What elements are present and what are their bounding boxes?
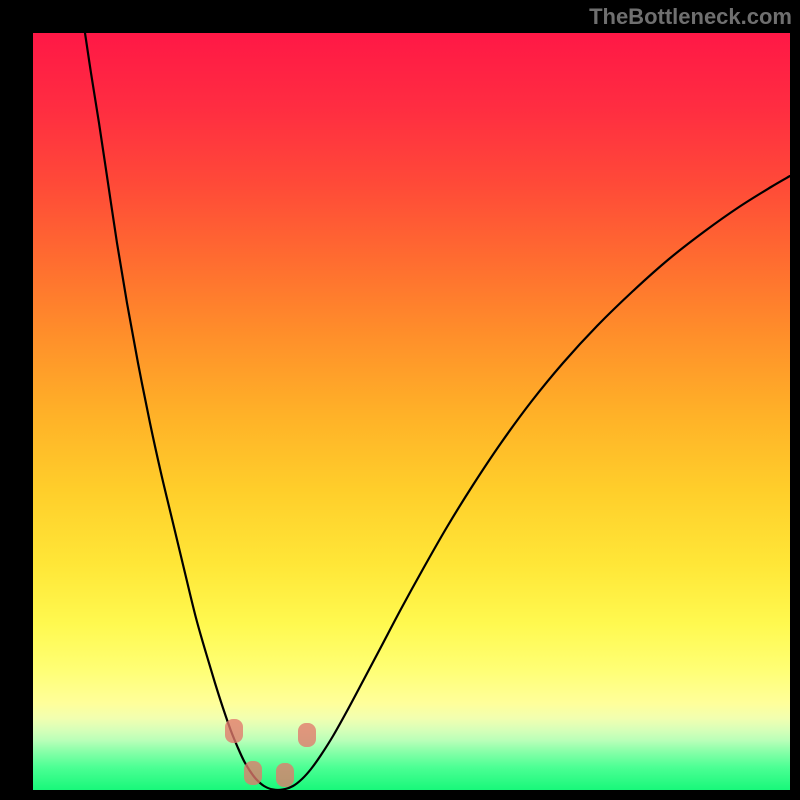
watermark-text: TheBottleneck.com xyxy=(589,4,792,30)
curve-marker xyxy=(276,763,294,787)
plot-area xyxy=(33,33,790,790)
chart-root: TheBottleneck.com xyxy=(0,0,800,800)
curve-marker xyxy=(298,723,316,747)
curve-marker xyxy=(244,761,262,785)
curve-marker xyxy=(225,719,243,743)
